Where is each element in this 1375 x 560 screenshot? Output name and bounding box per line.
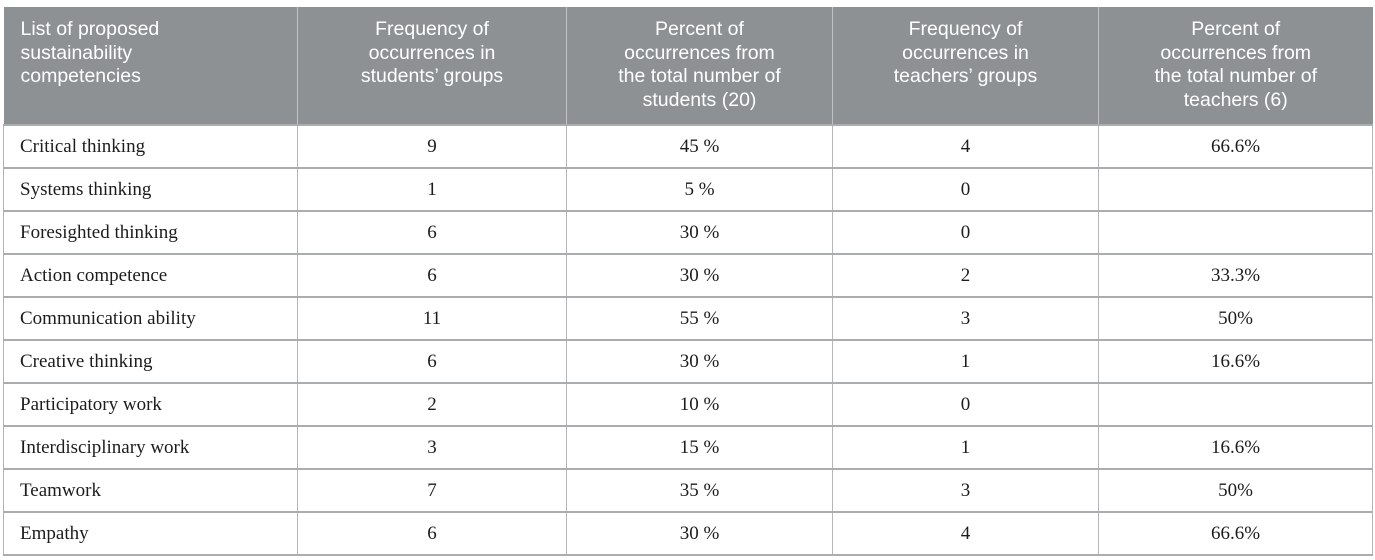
cell-competency: Action competence (3, 253, 298, 298)
cell-freq-students: 11 (297, 296, 567, 341)
col-header-pct-teachers: Percent of occurrences from the total nu… (1098, 7, 1373, 125)
cell-pct-students: 35 % (566, 468, 833, 513)
cell-freq-students: 3 (297, 425, 567, 470)
cell-pct-students: 30 % (566, 253, 833, 298)
table-row: Empathy 6 30 % 4 66.6% (3, 511, 1373, 556)
cell-pct-students: 30 % (566, 339, 833, 384)
cell-freq-teachers: 1 (832, 339, 1099, 384)
cell-competency: Empathy (3, 511, 298, 556)
col-header-freq-teachers: Frequency of occurrences in teachers’ gr… (832, 7, 1099, 125)
cell-pct-students: 5 % (566, 167, 833, 212)
table-row: Critical thinking 9 45 % 4 66.6% (3, 124, 1373, 169)
table-row: Participatory work 2 10 % 0 (3, 382, 1373, 427)
table-row: Foresighted thinking 6 30 % 0 (3, 210, 1373, 255)
col-header-freq-students: Frequency of occurrences in students’ gr… (297, 7, 567, 125)
table-header: List of proposed sustainability competen… (3, 7, 1373, 125)
cell-pct-teachers (1098, 210, 1373, 255)
cell-freq-students: 7 (297, 468, 567, 513)
cell-pct-teachers: 50% (1098, 296, 1373, 341)
cell-freq-students: 1 (297, 167, 567, 212)
cell-pct-teachers: 66.6% (1098, 511, 1373, 556)
cell-competency: Foresighted thinking (3, 210, 298, 255)
table-body: Critical thinking 9 45 % 4 66.6% Systems… (3, 124, 1373, 556)
cell-freq-teachers: 0 (832, 382, 1099, 427)
table-row: Interdisciplinary work 3 15 % 1 16.6% (3, 425, 1373, 470)
cell-freq-teachers: 3 (832, 468, 1099, 513)
cell-freq-teachers: 2 (832, 253, 1099, 298)
cell-pct-students: 30 % (566, 511, 833, 556)
cell-pct-students: 30 % (566, 210, 833, 255)
table-row: Creative thinking 6 30 % 1 16.6% (3, 339, 1373, 384)
table-row: Action competence 6 30 % 2 33.3% (3, 253, 1373, 298)
cell-pct-students: 10 % (566, 382, 833, 427)
cell-competency: Communication ability (3, 296, 298, 341)
cell-competency: Teamwork (3, 468, 298, 513)
cell-freq-students: 6 (297, 511, 567, 556)
cell-pct-students: 55 % (566, 296, 833, 341)
cell-pct-teachers: 33.3% (1098, 253, 1373, 298)
cell-pct-teachers: 16.6% (1098, 339, 1373, 384)
header-row: List of proposed sustainability competen… (3, 7, 1373, 125)
cell-competency: Creative thinking (3, 339, 298, 384)
cell-freq-teachers: 1 (832, 425, 1099, 470)
cell-freq-teachers: 4 (832, 124, 1099, 169)
table-row: Teamwork 7 35 % 3 50% (3, 468, 1373, 513)
table-row: Systems thinking 1 5 % 0 (3, 167, 1373, 212)
col-header-competencies: List of proposed sustainability competen… (3, 7, 298, 125)
cell-competency: Interdisciplinary work (3, 425, 298, 470)
cell-competency: Critical thinking (3, 124, 298, 169)
cell-freq-students: 2 (297, 382, 567, 427)
sustainability-competencies-table: List of proposed sustainability competen… (3, 7, 1373, 556)
cell-freq-teachers: 3 (832, 296, 1099, 341)
cell-pct-teachers (1098, 167, 1373, 212)
cell-freq-students: 9 (297, 124, 567, 169)
col-header-pct-students: Percent of occurrences from the total nu… (566, 7, 833, 125)
cell-pct-teachers: 50% (1098, 468, 1373, 513)
cell-freq-students: 6 (297, 253, 567, 298)
cell-freq-students: 6 (297, 339, 567, 384)
cell-competency: Systems thinking (3, 167, 298, 212)
cell-freq-students: 6 (297, 210, 567, 255)
cell-freq-teachers: 0 (832, 167, 1099, 212)
cell-pct-teachers (1098, 382, 1373, 427)
cell-pct-teachers: 66.6% (1098, 124, 1373, 169)
table-row: Communication ability 11 55 % 3 50% (3, 296, 1373, 341)
cell-pct-teachers: 16.6% (1098, 425, 1373, 470)
cell-pct-students: 15 % (566, 425, 833, 470)
cell-competency: Participatory work (3, 382, 298, 427)
cell-freq-teachers: 4 (832, 511, 1099, 556)
cell-pct-students: 45 % (566, 124, 833, 169)
cell-freq-teachers: 0 (832, 210, 1099, 255)
